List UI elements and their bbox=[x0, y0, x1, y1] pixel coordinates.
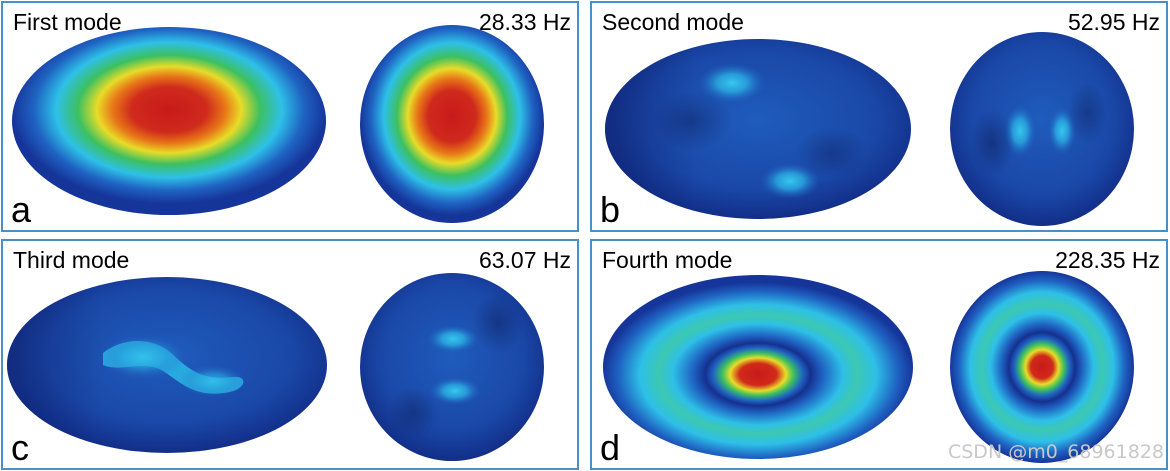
watermark: CSDN @m0_68961828 bbox=[947, 441, 1164, 463]
second-mode-ellipse-plate bbox=[605, 39, 911, 219]
fourth-mode-ellipse-plate bbox=[603, 275, 913, 459]
mode-frequency: 228.35 Hz bbox=[1055, 247, 1160, 273]
second-mode-circle-plate bbox=[950, 32, 1134, 226]
first-mode-shapes bbox=[12, 25, 544, 223]
panel-letter: d bbox=[600, 427, 621, 468]
mode-title: Fourth mode bbox=[602, 247, 733, 273]
panel-first-mode: First mode 28.33 Hz a bbox=[1, 1, 579, 232]
panel-second-mode: Second mode 52.95 Hz b bbox=[590, 1, 1168, 232]
mode-frequency: 52.95 Hz bbox=[1067, 9, 1160, 35]
third-mode-ellipse-plate bbox=[7, 277, 327, 453]
panel-fourth-mode: Fourth mode 228.35 Hz d bbox=[590, 239, 1168, 470]
panel-letter: c bbox=[11, 427, 29, 468]
fourth-mode-shapes bbox=[603, 271, 1134, 463]
panel-letter: a bbox=[11, 189, 32, 230]
fourth-mode-circle-plate bbox=[950, 271, 1134, 463]
mode-frequency: 63.07 Hz bbox=[478, 247, 571, 273]
mode-title: First mode bbox=[13, 9, 122, 35]
panel-letter: b bbox=[600, 189, 621, 230]
panel-third-mode: Third mode 63.07 Hz c bbox=[1, 239, 579, 470]
first-mode-ellipse-plate bbox=[12, 27, 326, 215]
third-mode-shapes bbox=[7, 273, 544, 461]
mode-frequency: 28.33 Hz bbox=[478, 9, 571, 35]
first-mode-circle-plate bbox=[360, 25, 544, 223]
second-mode-shapes bbox=[605, 32, 1134, 226]
third-mode-circle-plate bbox=[360, 273, 544, 461]
mode-title: Third mode bbox=[13, 247, 130, 273]
mode-title: Second mode bbox=[602, 9, 744, 35]
